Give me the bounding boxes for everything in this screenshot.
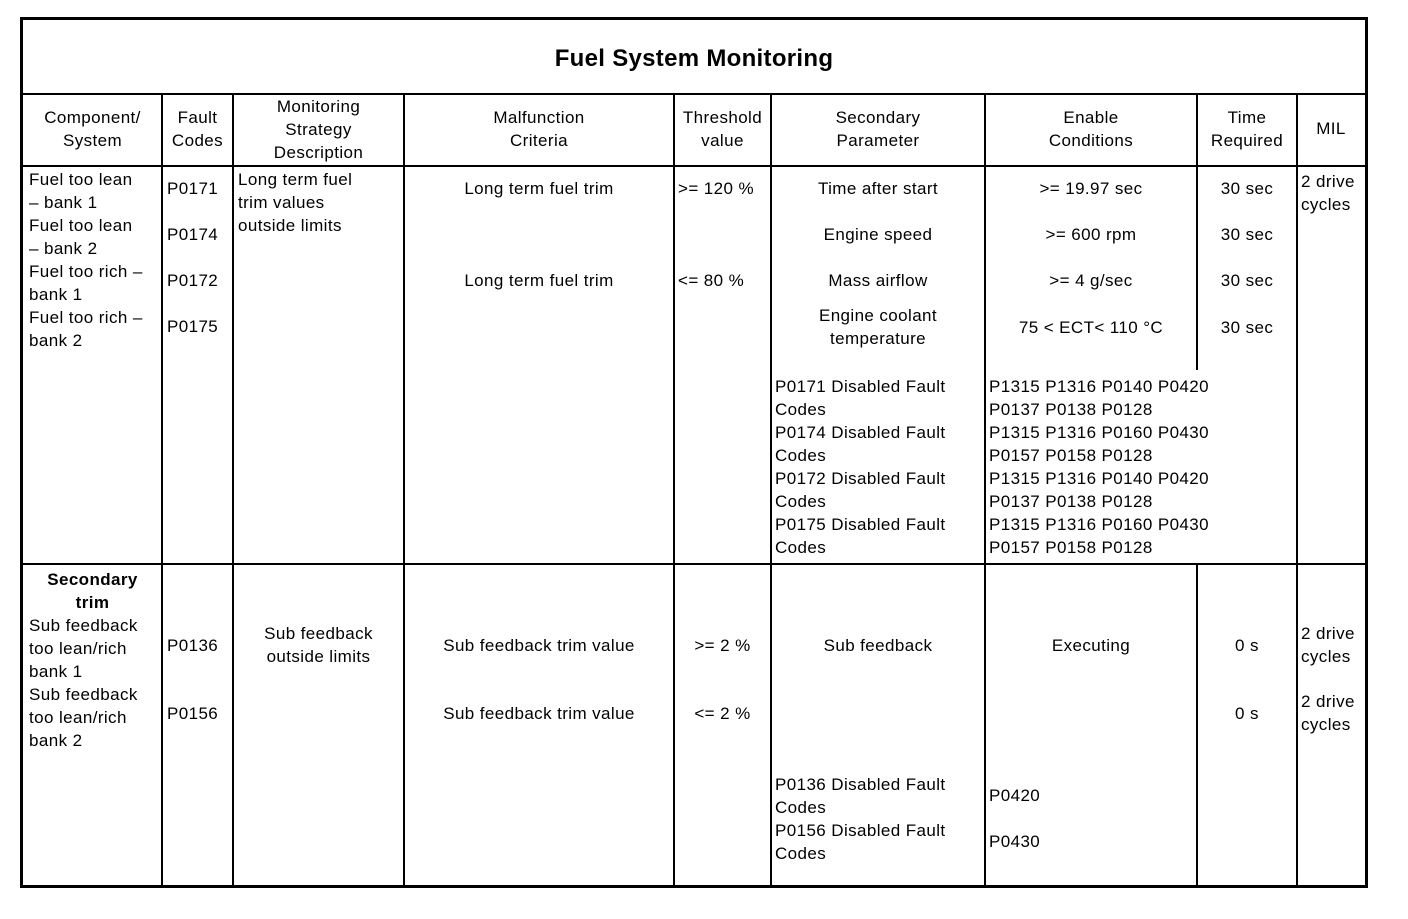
fault-code-4: P0175 [167,317,219,336]
time-required-2: 30 sec [1220,225,1274,244]
malfunction-criteria-3: Sub feedback trim value [443,636,635,655]
fuel-system-monitoring-table: Fuel System Monitoring Component/ System… [20,17,1368,888]
enable-condition-2: >= 600 rpm [1045,225,1137,244]
disabled-fault-codes-label-4: P0175 Disabled Fault Codes [775,515,946,557]
monitoring-strategy-row1: Long term fuel trim values outside limit… [238,170,353,235]
col-header-monitoring-strategy: Monitoring Strategy Description [273,97,364,162]
threshold-value-4: <= 2 % [694,704,751,723]
fault-code-3: P0172 [167,271,219,290]
grid-line-threshold-secondary [770,93,772,885]
malfunction-criteria-2: Long term fuel trim [464,271,614,290]
grid-line-secondary-enable [984,93,986,885]
component-entry-4: Fuel too rich – bank 2 [29,308,143,350]
col-header-fault-codes: Fault Codes [171,108,224,150]
grid-line-time-mil [1296,93,1298,885]
threshold-value-2: <= 80 % [678,271,745,290]
col-header-component-system: Component/ System [44,108,141,150]
disabled-fault-codes-value-1: P1315 P1316 P0140 P0420 P0137 P0138 P012… [989,377,1209,419]
enable-condition-3: >= 4 g/sec [1049,271,1133,290]
secondary-parameter-3: Mass airflow [828,271,928,290]
component-entry-2: Fuel too lean – bank 2 [29,216,133,258]
disabled-fault-codes-label-5: P0136 Disabled Fault Codes [775,775,946,817]
grid-line-title-header-divider [23,93,1365,95]
secondary-parameter-2: Engine speed [823,225,933,244]
col-header-mil: MIL [1316,119,1346,138]
mil-value-row2-2: 2 drive cycles [1301,692,1355,734]
malfunction-criteria-1: Long term fuel trim [464,179,614,198]
col-header-enable-conditions: Enable Conditions [1048,108,1134,150]
monitoring-strategy-row2: Sub feedback outside limits [264,624,373,666]
grid-line-header-body-divider [23,165,1365,167]
threshold-value-3: >= 2 % [694,636,751,655]
component-entry-1: Fuel too lean – bank 1 [29,170,133,212]
disabled-fault-codes-label-6: P0156 Disabled Fault Codes [775,821,946,863]
fault-code-5: P0136 [167,636,219,655]
threshold-value-1: >= 120 % [678,179,754,198]
time-required-5: 0 s [1235,636,1259,655]
component-entry-3: Fuel too rich – bank 1 [29,262,143,304]
malfunction-criteria-4: Sub feedback trim value [443,704,635,723]
disabled-fault-codes-value-5: P0420 [989,786,1041,805]
component-group-title: Secondary trim [47,570,138,612]
col-header-malfunction-criteria: Malfunction Criteria [493,108,585,150]
time-required-3: 30 sec [1220,271,1274,290]
col-header-threshold-value: Threshold value [682,108,763,150]
grid-line-row-divider [23,563,1365,565]
grid-line-enable-time-upper [1196,93,1198,370]
enable-condition-4: 75 < ECT< 110 °C [1018,318,1164,337]
col-header-time-required: Time Required [1210,108,1284,150]
secondary-parameter-5: Sub feedback [823,636,933,655]
disabled-fault-codes-label-3: P0172 Disabled Fault Codes [775,469,946,511]
fault-code-6: P0156 [167,704,219,723]
enable-condition-1: >= 19.97 sec [1039,179,1143,198]
disabled-fault-codes-value-6: P0430 [989,832,1041,851]
mil-value-row1: 2 drive cycles [1301,172,1355,214]
fault-code-2: P0174 [167,225,219,244]
disabled-fault-codes-value-2: P1315 P1316 P0160 P0430 P0157 P0158 P012… [989,423,1209,465]
grid-line-malfunction-threshold [673,93,675,885]
disabled-fault-codes-value-3: P1315 P1316 P0140 P0420 P0137 P0138 P012… [989,469,1209,511]
enable-condition-5: Executing [1051,636,1131,655]
grid-line-component-fault [161,93,163,885]
component-entry-5: Sub feedback too lean/rich bank 1 [29,616,138,681]
time-required-4: 30 sec [1220,318,1274,337]
fault-code-1: P0171 [167,179,219,198]
disabled-fault-codes-label-2: P0174 Disabled Fault Codes [775,423,946,465]
time-required-6: 0 s [1235,704,1259,723]
disabled-fault-codes-value-4: P1315 P1316 P0160 P0430 P0157 P0158 P012… [989,515,1209,557]
table-title: Fuel System Monitoring [554,45,834,72]
secondary-parameter-4: Engine coolant temperature [818,306,938,348]
grid-line-fault-monitoring [232,93,234,885]
component-entry-6: Sub feedback too lean/rich bank 2 [29,685,138,750]
mil-value-row2-1: 2 drive cycles [1301,624,1355,666]
col-header-secondary-parameter: Secondary Parameter [835,108,921,150]
time-required-1: 30 sec [1220,179,1274,198]
disabled-fault-codes-label-1: P0171 Disabled Fault Codes [775,377,946,419]
grid-line-enable-time-lower [1196,563,1198,885]
secondary-parameter-1: Time after start [817,179,939,198]
grid-line-monitoring-malfunction [403,93,405,885]
